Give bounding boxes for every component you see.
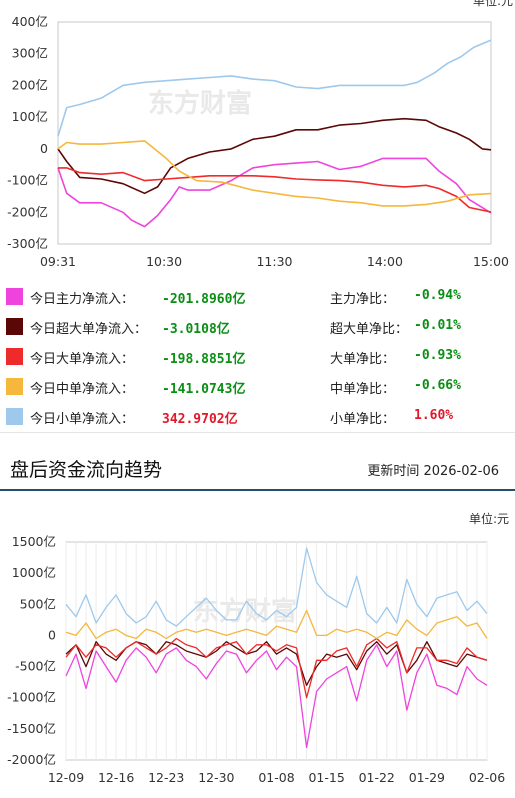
legend-ratio-label: 主力净比： [330,292,396,307]
bottom-x-tick-label: 12-30 [198,770,234,785]
top-plot-frame [57,21,492,245]
bottom-y-tick-label: 500亿 [20,596,56,611]
bottom-y-tick-label: 1500亿 [12,534,56,549]
top-y-tick-label: -200亿 [7,204,48,219]
bottom-y-tick-label: -1500亿 [7,721,56,736]
top-y-tick-label: 300亿 [12,46,48,61]
legend-label: 今日中单净流入： [30,382,135,397]
top-x-tick-label: 10:30 [146,254,182,269]
legend-value: -198.8851亿 [162,352,246,367]
top-series-line [57,117,492,195]
top-y-tick-label: 100亿 [12,109,48,124]
legend-ratio-value: -0.93% [414,348,461,363]
bottom-y-tick-label: 0 [48,627,56,642]
top-series-line [57,39,492,137]
top-chart-unit: 单位:元 [472,0,513,8]
legend-ratio-label: 大单净比： [330,352,396,367]
legend-value: -201.8960亿 [162,292,246,307]
bottom-chart: 东方财富 1500亿 1000亿 500亿 0 -500亿 -1000亿 -1500亿 -20… [7,534,505,785]
legend-row: 今日超大单净流入： -3.0108亿 超大单净比： -0.01% [0,314,515,342]
legend-ratio-label: 超大单净比： [330,322,409,337]
legend-ratio-value: -0.66% [414,378,461,393]
bottom-x-tick-label: 01-08 [258,770,294,785]
top-y-tick-label: -300亿 [7,236,48,251]
legend-row: 今日大单净流入： -198.8851亿 大单净比： -0.93% [0,344,515,372]
bottom-x-tick-label: 01-22 [359,770,395,785]
top-x-tick-label: 09:31 [40,254,76,269]
bottom-x-tick-label: 12-23 [148,770,184,785]
legend-value: 342.9702亿 [162,412,238,427]
legend-value: -141.0743亿 [162,382,246,397]
section-title: 盘后资金流向趋势 [10,459,163,481]
bottom-x-tick-label: 01-15 [308,770,344,785]
top-chart: 东方财富 400亿 300亿 200亿 100亿 0 -100亿 -200亿 -300亿 09:… [7,14,509,269]
section-divider [0,489,515,491]
top-series-line [57,140,492,207]
update-time: 更新时间 2026-02-06 [367,464,499,479]
legend-label: 今日超大单净流入： [30,322,148,337]
top-y-tick-label: 200亿 [12,77,48,92]
top-y-tick-label: 0 [40,141,48,156]
legend-ratio-label: 中单净比： [330,382,396,397]
legend-swatch [6,378,23,395]
legend-ratio-value: -0.94% [414,288,461,303]
top-series-line [57,157,492,228]
legend-label: 今日小单净流入： [30,412,135,427]
legend-row: 今日主力净流入： -201.8960亿 主力净比： -0.94% [0,284,515,312]
legend-label: 今日大单净流入： [30,352,135,367]
legend-value: -3.0108亿 [162,322,230,337]
legend-ratio-label: 小单净比： [330,412,396,427]
bottom-x-tick-label: 01-29 [409,770,445,785]
bottom-series-line [65,637,488,699]
legend-label: 今日主力净流入： [30,292,135,307]
bottom-x-tick-label: 02-06 [469,770,505,785]
bottom-chart-unit: 单位:元 [468,512,509,526]
bottom-chart-watermark: 东方财富 [193,596,297,627]
bottom-series-line [65,547,488,627]
legend-ratio-value: 1.60% [414,408,454,423]
legend-swatch [6,408,23,425]
top-chart-watermark: 东方财富 [148,88,252,119]
legend-swatch [6,348,23,365]
legend-ratio-value: -0.01% [414,318,461,333]
legend-swatch [6,318,23,335]
bottom-series-line [65,644,488,749]
legend-row: 今日中单净流入： -141.0743亿 中单净比： -0.66% [0,374,515,402]
bottom-y-tick-label: -2000亿 [7,752,56,767]
bottom-y-tick-label: -1000亿 [7,690,56,705]
bottom-series-line [65,609,488,640]
bottom-y-tick-label: 1000亿 [12,565,56,580]
top-x-tick-label: 11:30 [256,254,292,269]
legend-swatch [6,288,23,305]
top-series-line [58,167,492,213]
top-x-tick-label: 14:00 [367,254,403,269]
legend-row: 今日小单净流入： 342.9702亿 小单净比： 1.60% [0,404,515,432]
separator [0,432,515,433]
bottom-y-tick-label: -500亿 [15,659,56,674]
top-y-tick-label: 400亿 [12,14,48,29]
top-x-tick-label: 15:00 [473,254,509,269]
top-y-tick-label: -100亿 [7,173,48,188]
bottom-x-tick-label: 12-16 [98,770,134,785]
bottom-x-tick-label: 12-09 [48,770,84,785]
